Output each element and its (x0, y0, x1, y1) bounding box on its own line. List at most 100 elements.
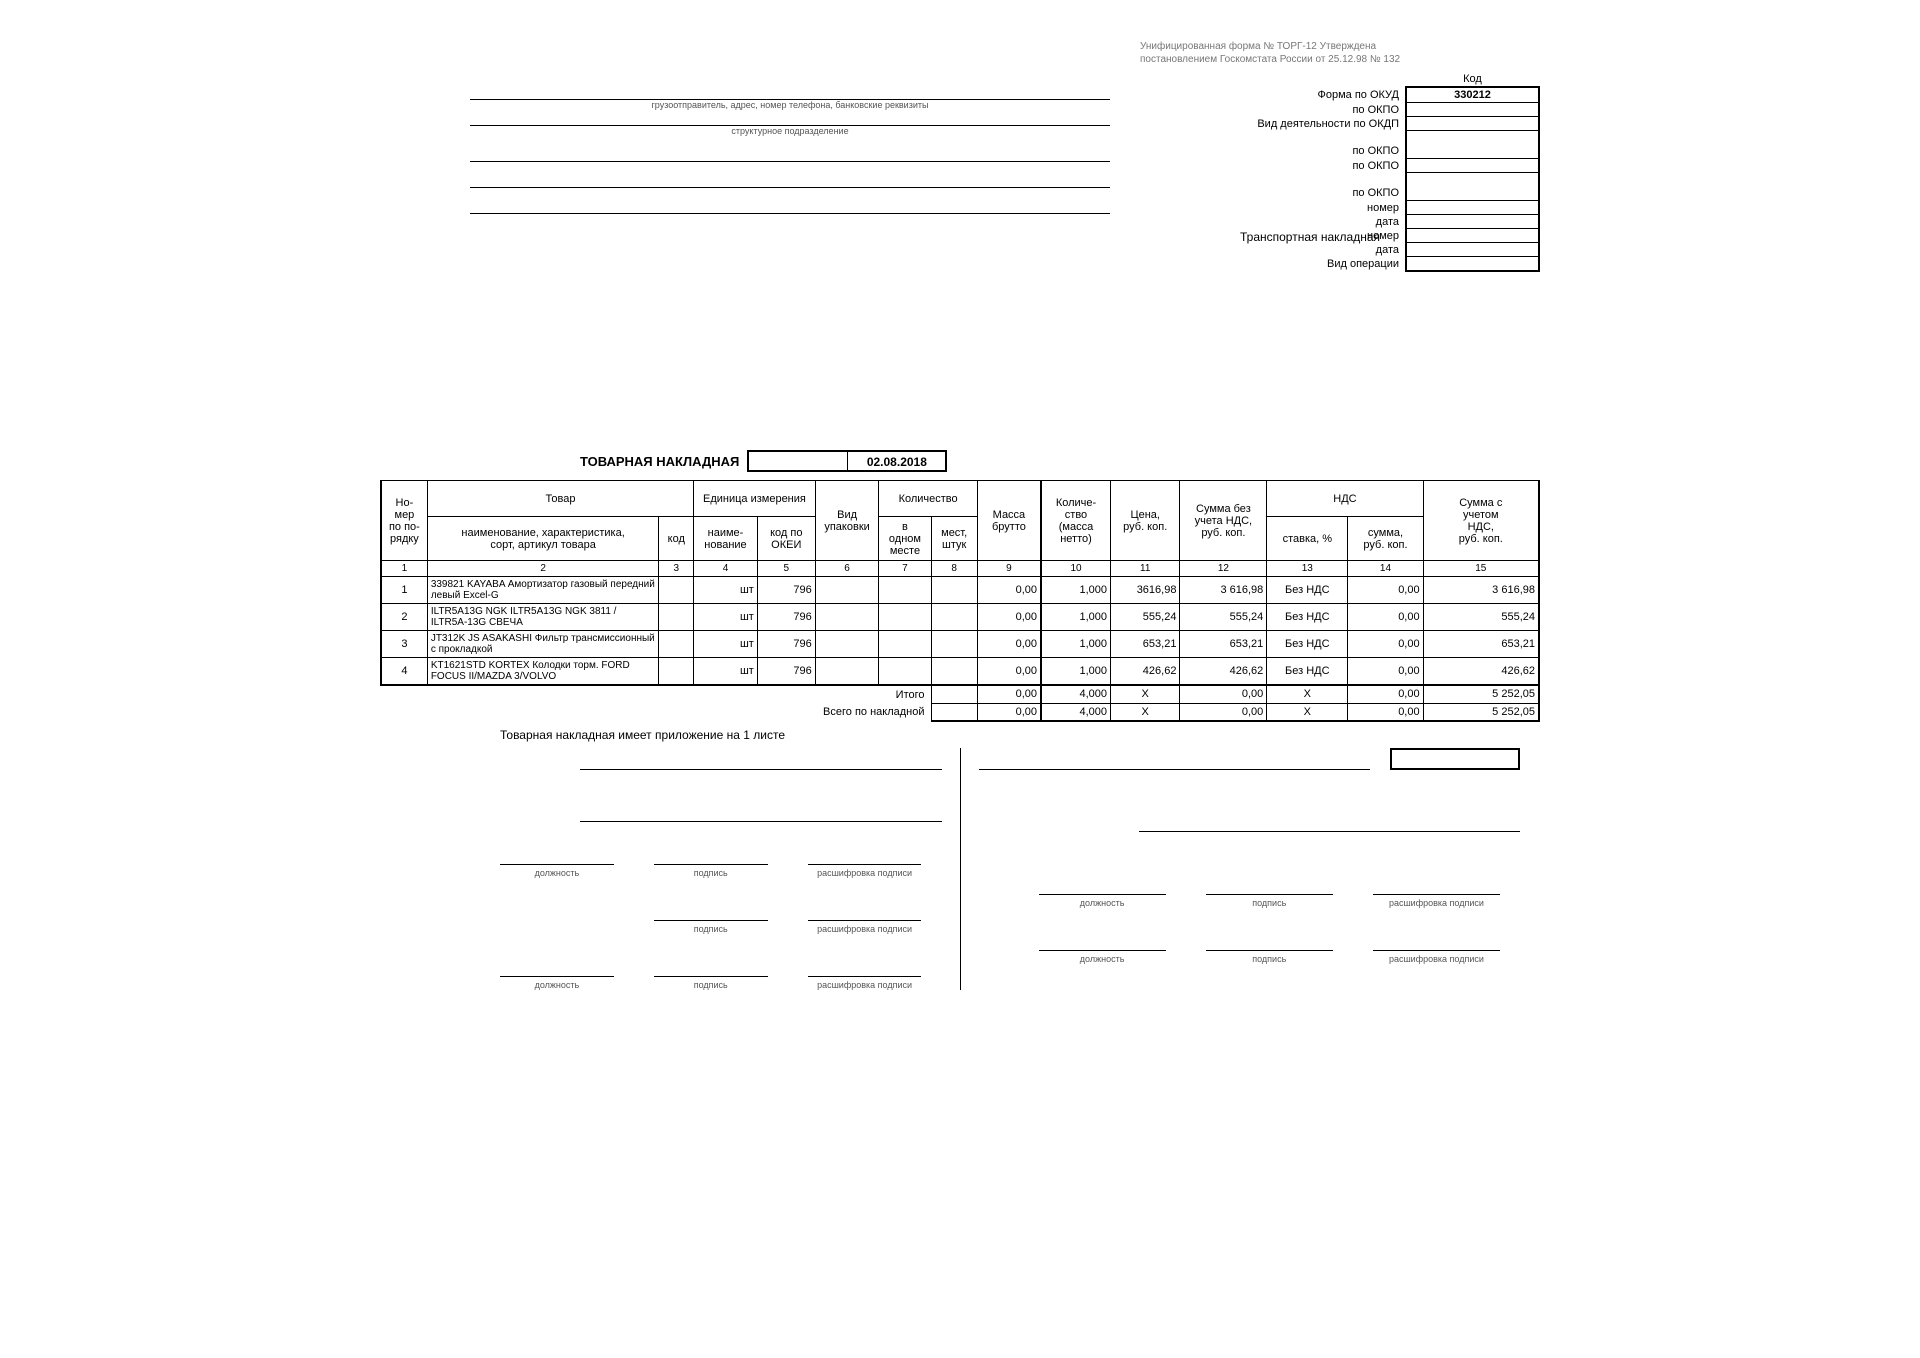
code-label-7: дата (1140, 215, 1406, 229)
kod-header: Код (1406, 72, 1539, 87)
col-h-9: НДС (1267, 481, 1423, 517)
code-label-3: по ОКПО (1140, 131, 1406, 159)
code-val-6 (1406, 201, 1539, 215)
col-h-7: Цена, руб. коп. (1110, 481, 1179, 561)
vsego-vatr: X (1267, 703, 1348, 721)
itogo-vatr: X (1267, 685, 1348, 703)
right-box (1390, 748, 1520, 770)
idx-6: 6 (815, 561, 879, 577)
idx-15: 15 (1423, 561, 1539, 577)
vsego-brutto: 0,00 (977, 703, 1041, 721)
form-note: Унифицированная форма № ТОРГ-12 Утвержде… (1140, 40, 1540, 66)
col-h-6: Количе- ство (масса нетто) (1041, 481, 1110, 561)
line-3 (470, 146, 1110, 162)
cap-dec-2: расшифровка подписи (808, 924, 922, 934)
idx-9: 9 (977, 561, 1041, 577)
code-label-1: по ОКПО (1140, 103, 1406, 117)
cap-sign-3: подпись (654, 980, 768, 990)
col-h2-12: сумма, руб. коп. (1348, 517, 1423, 561)
idx-3: 3 (659, 561, 694, 577)
code-val-2 (1406, 117, 1539, 131)
cap-pos-3: должность (500, 980, 614, 990)
code-label-5: по ОКПО (1140, 173, 1406, 201)
gruz-line (470, 84, 1110, 100)
col-h-8: Сумма без учета НДС, руб. коп. (1180, 481, 1267, 561)
sig-left-line-1 (580, 748, 942, 770)
idx-5: 5 (757, 561, 815, 577)
form-note-l1: Унифицированная форма № ТОРГ-12 Утвержде… (1140, 41, 1376, 52)
cap-sign-1: подпись (654, 868, 768, 878)
vsego-sum: 0,00 (1180, 703, 1267, 721)
col-h-10: Сумма с учетом НДС, руб. коп. (1423, 481, 1539, 561)
itogo-sum: 0,00 (1180, 685, 1267, 703)
sig-right-line-2 (1139, 810, 1521, 832)
cap-dec-3: расшифровка подписи (808, 980, 922, 990)
col-h-0: Но- мер по по- рядку (381, 481, 427, 561)
code-val-0: 330212 (1406, 87, 1539, 103)
col-h-2: Единица измерения (694, 481, 816, 517)
col-h2-5: в одном месте (879, 517, 931, 561)
transport-label: Транспортная накладная (1240, 230, 1380, 244)
col-h2-3: код по ОКЕИ (757, 517, 815, 561)
itogo-price: X (1110, 685, 1179, 703)
sig-left-line-2 (580, 800, 942, 822)
code-val-1 (1406, 103, 1539, 117)
code-label-0: Форма по ОКУД (1140, 87, 1406, 103)
code-val-9 (1406, 243, 1539, 257)
col-h-3: Вид упаковки (815, 481, 879, 561)
cap-dec-1: расшифровка подписи (808, 868, 922, 878)
col-h-5: Масса брутто (977, 481, 1041, 561)
code-label-2: Вид деятельности по ОКДП (1140, 117, 1406, 131)
col-h2-0: наименование, характеристика, сорт, арти… (427, 517, 659, 561)
cap-dec-r1: расшифровка подписи (1373, 898, 1500, 908)
code-val-5 (1406, 173, 1539, 201)
code-val-10 (1406, 257, 1539, 271)
idx-7: 7 (879, 561, 931, 577)
idx-1: 1 (381, 561, 427, 577)
attachment-note: Товарная накладная имеет приложение на 1… (500, 728, 1540, 742)
struct-caption: структурное подразделение (470, 126, 1110, 136)
idx-2: 2 (427, 561, 659, 577)
cap-pos-r2: должность (1039, 954, 1166, 964)
code-label-6: номер (1140, 201, 1406, 215)
table-row: 3JT312K JS ASAKASHI Фильтр трансмиссионн… (381, 631, 1539, 658)
cap-sign-r2: подпись (1206, 954, 1333, 964)
gruz-caption: грузоотправитель, адрес, номер телефона,… (470, 100, 1110, 110)
idx-10: 10 (1041, 561, 1110, 577)
itogo-netto: 4,000 (1041, 685, 1110, 703)
title-row: ТОВАРНАЯ НАКЛАДНАЯ 02.08.2018 (380, 450, 1540, 472)
col-h2-6: мест, штук (931, 517, 977, 561)
col-h2-2: наиме- нование (694, 517, 758, 561)
doc-title: ТОВАРНАЯ НАКЛАДНАЯ (580, 454, 739, 469)
vsego-label: Всего по накладной (381, 703, 931, 721)
code-label-10: Вид операции (1140, 257, 1406, 271)
idx-8: 8 (931, 561, 977, 577)
cap-dec-r2: расшифровка подписи (1373, 954, 1500, 964)
code-val-8 (1406, 229, 1539, 243)
itogo-brutto: 0,00 (977, 685, 1041, 703)
torg12-document: Унифицированная форма № ТОРГ-12 Утвержде… (380, 40, 1540, 990)
col-h-4: Количество (879, 481, 977, 517)
code-val-3 (1406, 131, 1539, 159)
vsego-netto: 4,000 (1041, 703, 1110, 721)
line-5 (470, 198, 1110, 214)
itogo-vats: 0,00 (1348, 685, 1423, 703)
vsego-total: 5 252,05 (1423, 703, 1539, 721)
form-note-l2: постановлением Госкомстата России от 25.… (1140, 54, 1400, 65)
table-row: 1339821 KAYABA Амортизатор газовый перед… (381, 577, 1539, 604)
code-label-4: по ОКПО (1140, 159, 1406, 173)
code-val-7 (1406, 215, 1539, 229)
idx-13: 13 (1267, 561, 1348, 577)
idx-11: 11 (1110, 561, 1179, 577)
line-4 (470, 172, 1110, 188)
col-h2-11: ставка, % (1267, 517, 1348, 561)
code-label-9: дата (1140, 243, 1406, 257)
col-h2-1: код (659, 517, 694, 561)
table-row: 4KT1621STD KORTEX Колодки торм. FORD FOC… (381, 658, 1539, 686)
goods-table: Но- мер по по- рядку Товар Единица измер… (380, 480, 1540, 722)
vsego-vats: 0,00 (1348, 703, 1423, 721)
struct-line (470, 110, 1110, 126)
doc-number-box (747, 450, 847, 472)
vertical-separator (960, 748, 961, 990)
cap-pos-1: должность (500, 868, 614, 878)
